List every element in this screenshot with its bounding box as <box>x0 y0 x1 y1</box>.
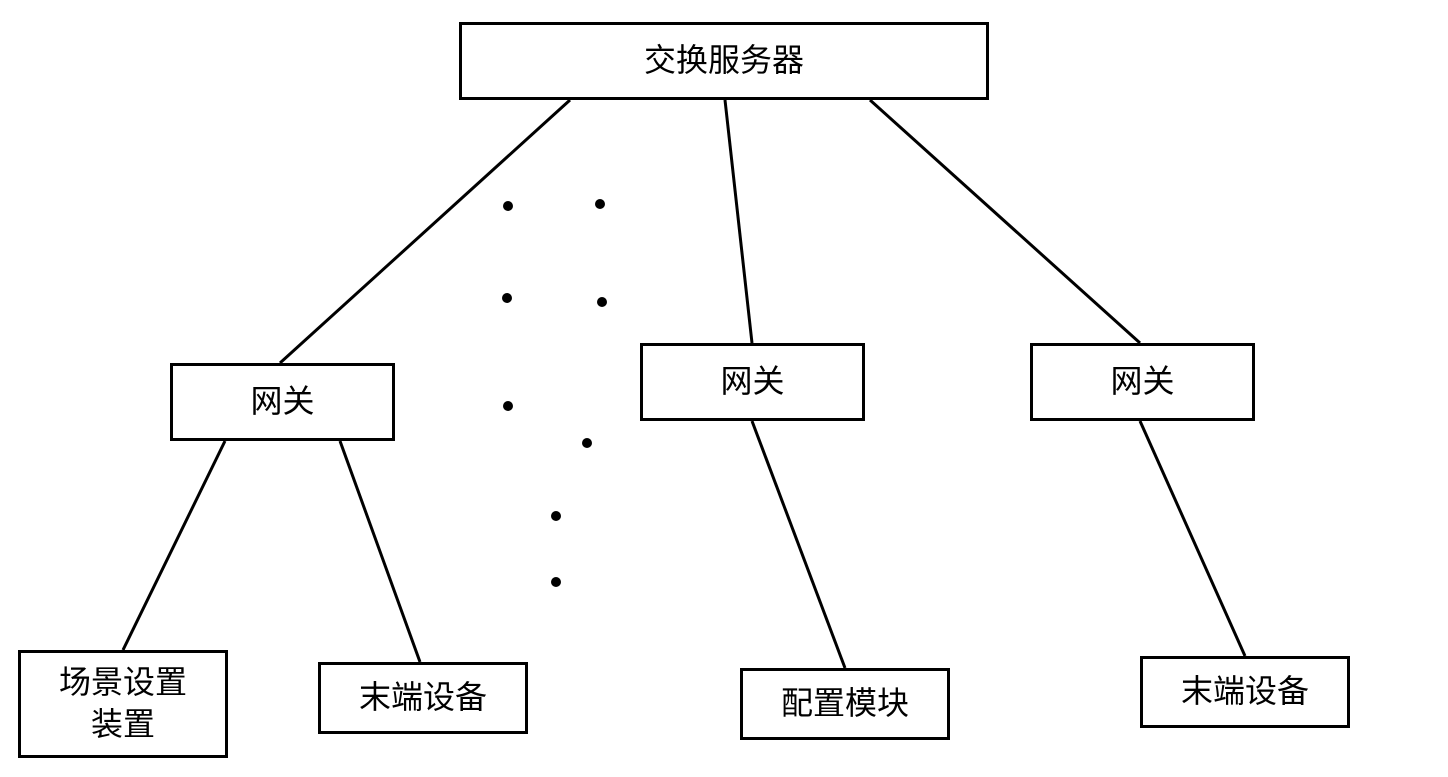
node-leaf-terminal-1-label: 末端设备 <box>359 677 487 719</box>
node-leaf-terminal-2: 末端设备 <box>1140 656 1350 728</box>
node-gateway-3-label: 网关 <box>1110 361 1174 403</box>
node-gateway-2-label: 网关 <box>720 361 784 403</box>
node-gateway-2: 网关 <box>640 343 865 421</box>
node-gateway-3: 网关 <box>1030 343 1255 421</box>
node-root: 交换服务器 <box>459 22 989 100</box>
node-leaf-terminal-2-label: 末端设备 <box>1181 671 1309 713</box>
node-leaf-scene-setting-label: 场景设置装置 <box>59 662 187 745</box>
node-gateway-1-label: 网关 <box>250 381 314 423</box>
node-leaf-terminal-1: 末端设备 <box>318 662 528 734</box>
node-leaf-scene-setting: 场景设置装置 <box>18 650 228 758</box>
node-leaf-config: 配置模块 <box>740 668 950 740</box>
node-gateway-1: 网关 <box>170 363 395 441</box>
node-leaf-config-label: 配置模块 <box>781 683 909 725</box>
node-root-label: 交换服务器 <box>644 40 804 82</box>
